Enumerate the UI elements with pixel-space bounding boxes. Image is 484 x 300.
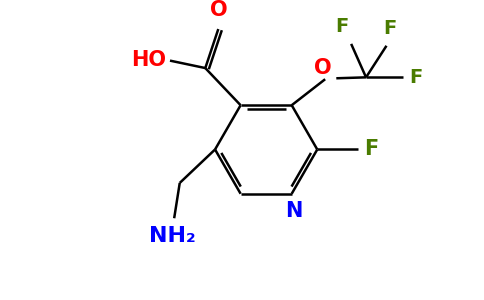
- Text: N: N: [285, 201, 302, 221]
- Text: F: F: [384, 19, 397, 38]
- Text: F: F: [409, 68, 422, 87]
- Text: F: F: [335, 17, 348, 37]
- Text: NH₂: NH₂: [149, 226, 196, 246]
- Text: O: O: [211, 0, 228, 20]
- Text: HO: HO: [131, 50, 166, 70]
- Text: F: F: [363, 140, 378, 160]
- Text: O: O: [315, 58, 332, 78]
